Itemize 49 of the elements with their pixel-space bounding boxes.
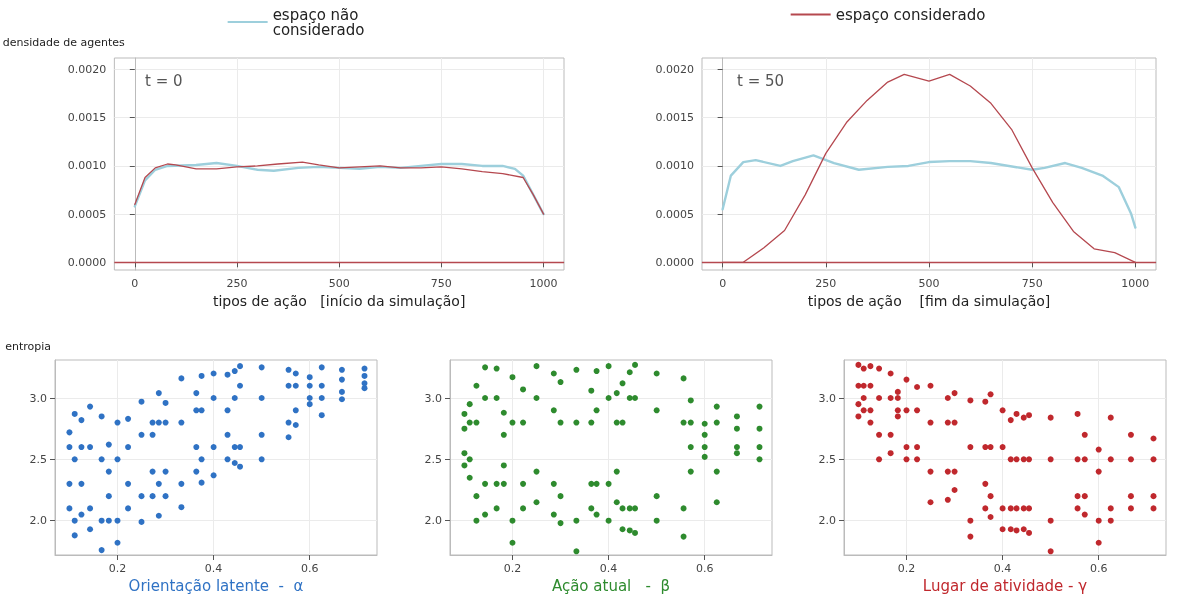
x-axis-title: tipos de ação [fim da simulação] — [807, 293, 1051, 309]
x-tick-label: 0.2 — [108, 562, 127, 575]
x-tick-label: 0 — [131, 277, 139, 290]
y-tick-label: 0.0005 — [655, 207, 694, 221]
x-tick-label: 0.4 — [599, 562, 617, 575]
y-tick-label: 0.0010 — [67, 159, 107, 173]
x-tick-label: 0.2 — [898, 562, 916, 575]
y-tick-label: 2.0 — [818, 514, 837, 528]
y-tick-label: 0.0005 — [67, 207, 107, 221]
x-tick-label: 750 — [1021, 277, 1043, 290]
y-axis-title: entropia — [5, 340, 51, 353]
x-tick-label: 0.6 — [300, 562, 319, 575]
y-tick-label: 3.0 — [424, 391, 442, 405]
x-tick-label: 750 — [430, 277, 452, 290]
x-axis-title: tipos de ação [início da simulação] — [212, 293, 466, 309]
y-tick-label: 2.0 — [29, 514, 47, 528]
x-tick-label: 0.4 — [204, 562, 223, 575]
legend-label: espaço considerado — [835, 5, 986, 24]
y-tick-label: 3.0 — [29, 391, 47, 405]
x-tick-label: 1000 — [529, 277, 558, 290]
x-tick-label: 0.4 — [994, 562, 1012, 575]
x-tick-label: 0.6 — [695, 562, 714, 575]
x-axis-title: Lugar de atividade - γ — [923, 577, 1088, 596]
annotation: t = 50 — [737, 71, 785, 90]
x-tick-label: 250 — [815, 277, 837, 290]
x-tick-label: 0.6 — [1090, 562, 1108, 575]
legend-label: espaço não considerado — [272, 5, 365, 39]
y-tick-label: 0.0015 — [655, 111, 694, 125]
y-tick-label: 0.0015 — [67, 111, 107, 125]
x-tick-label: 1000 — [1121, 277, 1150, 290]
x-tick-label: 0.2 — [503, 562, 521, 575]
y-tick-label: 2.0 — [424, 514, 442, 528]
y-tick-label: 2.5 — [424, 452, 442, 466]
x-tick-label: 250 — [226, 277, 248, 290]
y-tick-label: 0.0000 — [655, 255, 694, 269]
y-tick-label: 0.0020 — [655, 63, 694, 77]
y-tick-label: 0.0000 — [67, 255, 107, 269]
y-tick-label: 2.5 — [29, 452, 47, 466]
y-tick-label: 2.5 — [818, 452, 837, 466]
y-tick-label: 0.0020 — [67, 63, 107, 77]
y-tick-label: 0.0010 — [655, 159, 694, 173]
x-tick-label: 0 — [719, 277, 727, 290]
y-axis-title: densidade de agentes — [2, 36, 126, 49]
x-tick-label: 500 — [918, 277, 940, 290]
annotation: t = 0 — [145, 71, 183, 90]
x-axis-title: Orientação latente - α — [128, 577, 304, 596]
x-axis-title: Ação atual - β — [551, 577, 670, 596]
y-tick-label: 3.0 — [818, 391, 837, 405]
x-tick-label: 500 — [328, 277, 350, 290]
